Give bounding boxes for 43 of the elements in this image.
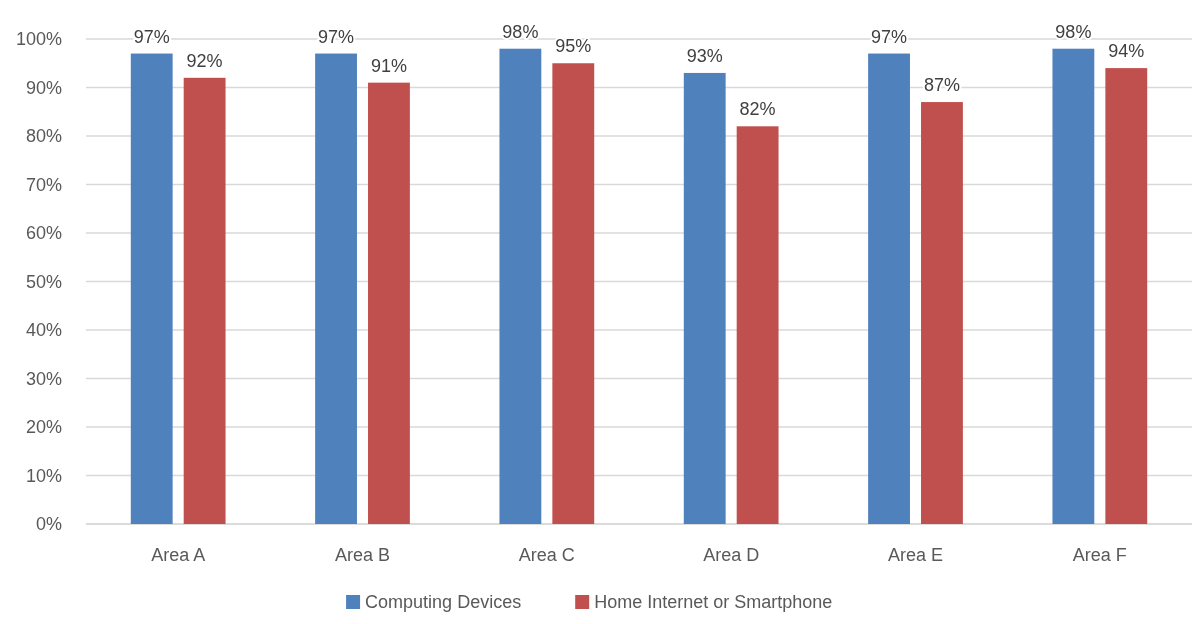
bar [1105, 68, 1148, 524]
data-label: 97% [318, 26, 355, 47]
data-label: 94% [1108, 41, 1145, 62]
bar [499, 48, 542, 524]
x-tick-label: Area E [887, 545, 944, 565]
x-tick-label: Area C [518, 545, 575, 565]
data-label: 98% [1055, 21, 1092, 42]
y-tick-label: 90% [25, 77, 62, 98]
bar [1052, 48, 1095, 524]
y-tick-label: 40% [25, 320, 62, 340]
data-label: 91% [370, 55, 407, 76]
y-tick-label: 80% [25, 126, 62, 146]
y-tick-label: 30% [25, 368, 62, 389]
data-label: 97% [133, 26, 170, 47]
x-tick-label: Area A [151, 545, 206, 565]
data-label: 87% [923, 75, 960, 96]
bar [315, 53, 357, 524]
bar [921, 102, 963, 524]
y-tick-label: 50% [25, 271, 62, 292]
data-label: 97% [871, 26, 908, 47]
data-label: 95% [555, 36, 592, 57]
bar [130, 53, 173, 524]
y-tick-label: 0% [35, 514, 62, 534]
x-tick-label: Area B [334, 545, 391, 565]
y-tick-label: 100% [15, 29, 62, 49]
legend-label: Computing Devices [365, 592, 522, 612]
bar [683, 72, 726, 524]
bar [736, 126, 779, 524]
legend-label: Home Internet or Smartphone [594, 592, 833, 612]
y-tick-label: 70% [25, 174, 62, 195]
data-label: 93% [686, 45, 723, 66]
data-label: 92% [186, 50, 223, 71]
y-tick-label: 60% [25, 223, 62, 243]
x-tick-label: Area F [1072, 545, 1127, 565]
x-tick-label: Area D [703, 545, 760, 565]
bar [552, 63, 595, 524]
bar [868, 53, 910, 524]
bar [183, 77, 226, 524]
y-tick-label: 10% [25, 465, 62, 486]
bar [368, 82, 410, 524]
data-label: 98% [502, 21, 539, 42]
y-tick-label: 20% [25, 417, 62, 437]
data-label: 82% [739, 99, 776, 120]
